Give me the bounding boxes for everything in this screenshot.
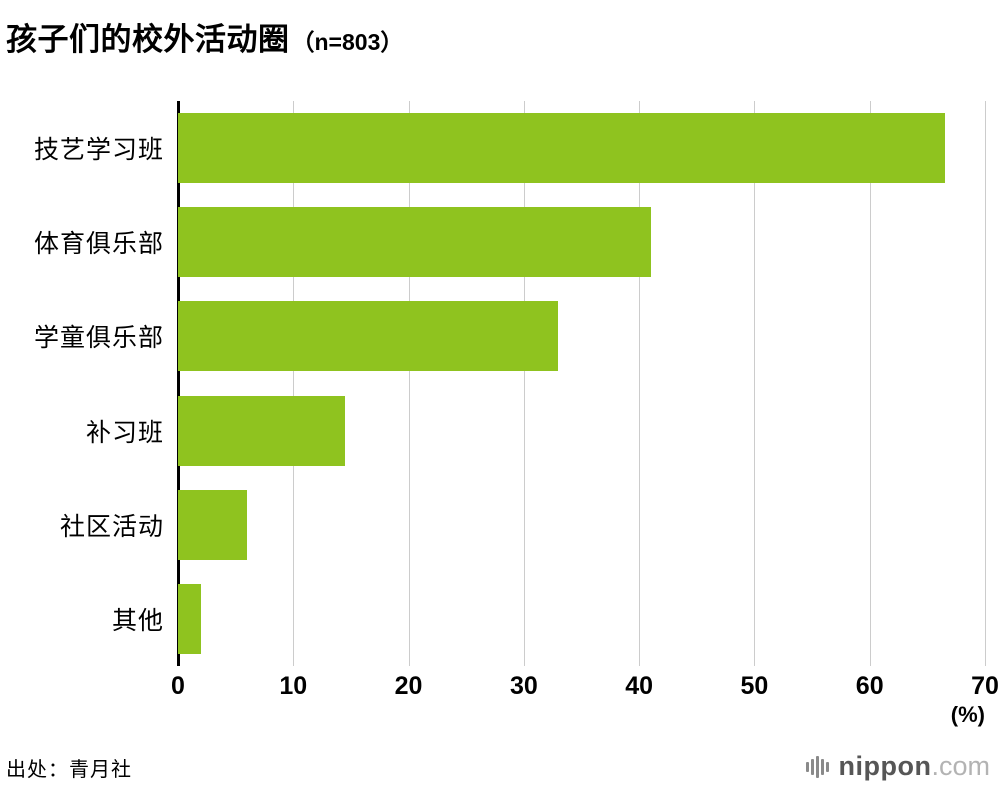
category-label: 补习班 bbox=[85, 418, 164, 447]
bar bbox=[178, 489, 248, 560]
category-label: 学童俱乐部 bbox=[33, 324, 164, 353]
chart-row: 社区活动 bbox=[0, 478, 1000, 572]
chart-title: 孩子们的校外活动圈 bbox=[6, 22, 290, 57]
x-axis-unit: (%) bbox=[950, 702, 985, 727]
gridline bbox=[293, 101, 295, 666]
bar-area bbox=[178, 301, 985, 372]
gridline bbox=[869, 101, 871, 666]
bar-area bbox=[178, 583, 985, 654]
gridline bbox=[408, 101, 410, 666]
chart-row: 技艺学习班 bbox=[0, 101, 1000, 195]
category-label: 社区活动 bbox=[59, 512, 164, 541]
gridline bbox=[985, 101, 986, 666]
bar bbox=[178, 301, 559, 372]
bar bbox=[178, 113, 945, 184]
nippon-logo: nippon .com bbox=[805, 751, 990, 782]
tick-label: 10 bbox=[279, 672, 308, 700]
tick-label: 20 bbox=[394, 672, 423, 700]
tick-label: 50 bbox=[740, 672, 769, 700]
chart-row: 学童俱乐部 bbox=[0, 289, 1000, 383]
footer: 出处：青月社 nippon .com bbox=[0, 751, 1000, 796]
bar bbox=[178, 395, 346, 466]
tick-label: 60 bbox=[855, 672, 884, 700]
x-axis-ticks: 0 10 20 30 40 50 60 70 bbox=[171, 666, 999, 702]
category-label: 其他 bbox=[111, 606, 164, 635]
sample-size-label: （n=803） bbox=[291, 29, 404, 55]
bar bbox=[178, 583, 202, 654]
tick-label: 70 bbox=[971, 672, 999, 700]
chart-row: 补习班 bbox=[0, 384, 1000, 478]
y-axis-line bbox=[177, 101, 180, 666]
bar-chart: 技艺学习班体育俱乐部学童俱乐部补习班社区活动其他 bbox=[0, 101, 1000, 666]
logo-tld: .com bbox=[931, 751, 990, 781]
gridline bbox=[639, 101, 641, 666]
chart-rows: 技艺学习班体育俱乐部学童俱乐部补习班社区活动其他 bbox=[0, 101, 1000, 666]
category-label: 体育俱乐部 bbox=[33, 230, 164, 259]
tick-label: 40 bbox=[625, 672, 654, 700]
tick-label: 0 bbox=[171, 672, 185, 700]
bar-area bbox=[178, 207, 985, 278]
bar-area bbox=[178, 113, 985, 184]
bar-area bbox=[178, 395, 985, 466]
bar-area bbox=[178, 489, 985, 560]
bar bbox=[178, 207, 651, 278]
gridline bbox=[754, 101, 756, 666]
page-title: 孩子们的校外活动圈 （n=803） bbox=[0, 0, 1000, 59]
logo-text: nippon bbox=[838, 751, 932, 781]
chart-row: 体育俱乐部 bbox=[0, 195, 1000, 289]
tick-label: 30 bbox=[509, 672, 538, 700]
gridlines bbox=[177, 101, 986, 666]
category-label: 技艺学习班 bbox=[33, 136, 164, 165]
gridline bbox=[523, 101, 525, 666]
soundwave-icon bbox=[805, 755, 831, 778]
chart-row: 其他 bbox=[0, 572, 1000, 666]
source-label: 出处：青月社 bbox=[6, 759, 132, 781]
